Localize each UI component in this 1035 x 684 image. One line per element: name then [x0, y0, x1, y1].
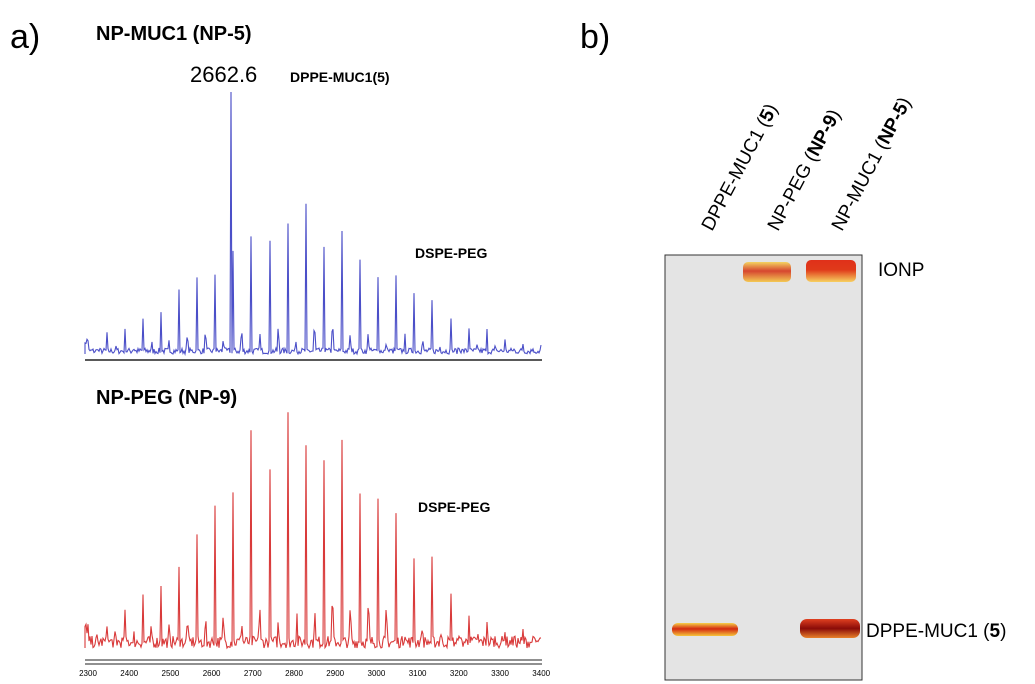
peak-label: 2662.6	[190, 62, 257, 87]
gel-band	[800, 619, 860, 638]
x-tick-label: 2600	[203, 669, 221, 678]
panel-label: a)	[10, 18, 40, 56]
x-tick-label: 3400	[532, 669, 550, 678]
x-tick-label: 3300	[491, 669, 509, 678]
spectrum-trace	[84, 91, 542, 357]
label-part: 5	[990, 621, 1001, 642]
x-tick-label: 2400	[120, 669, 138, 678]
x-tick-label: 3200	[450, 669, 468, 678]
label-part: DPPE-MUC1 (	[866, 621, 990, 642]
x-tick-label: 2300	[79, 669, 97, 678]
x-tick-label: 2900	[326, 669, 344, 678]
label-part: DPPE-MUC1 (	[698, 115, 775, 235]
gel	[664, 254, 863, 681]
band-label: IONP	[878, 260, 924, 281]
x-tick-label: 3100	[409, 669, 427, 678]
spectrum-title: NP-MUC1 (NP-5)	[96, 23, 252, 45]
x-tick-label: 2800	[285, 669, 303, 678]
label-part: NP-MUC1 (	[828, 137, 893, 234]
annotation: DSPE-PEG	[418, 499, 490, 515]
spectrum-trace	[84, 412, 542, 650]
peak-annotation: DPPE-MUC1(5)	[290, 69, 390, 85]
x-tick-label: 2500	[162, 669, 180, 678]
x-tick-label: 2700	[244, 669, 262, 678]
panel-label: b)	[580, 18, 610, 56]
gel-band	[743, 262, 791, 282]
gel-band	[672, 623, 738, 636]
gel-band	[806, 260, 856, 282]
label-part: )	[1000, 621, 1006, 642]
band-label: DPPE-MUC1 (5)	[866, 621, 1006, 642]
spectrum-title: NP-PEG (NP-9)	[96, 387, 237, 409]
x-tick-label: 3000	[368, 669, 386, 678]
label-part: NP-PEG (	[764, 149, 823, 234]
annotation: DSPE-PEG	[415, 245, 487, 261]
